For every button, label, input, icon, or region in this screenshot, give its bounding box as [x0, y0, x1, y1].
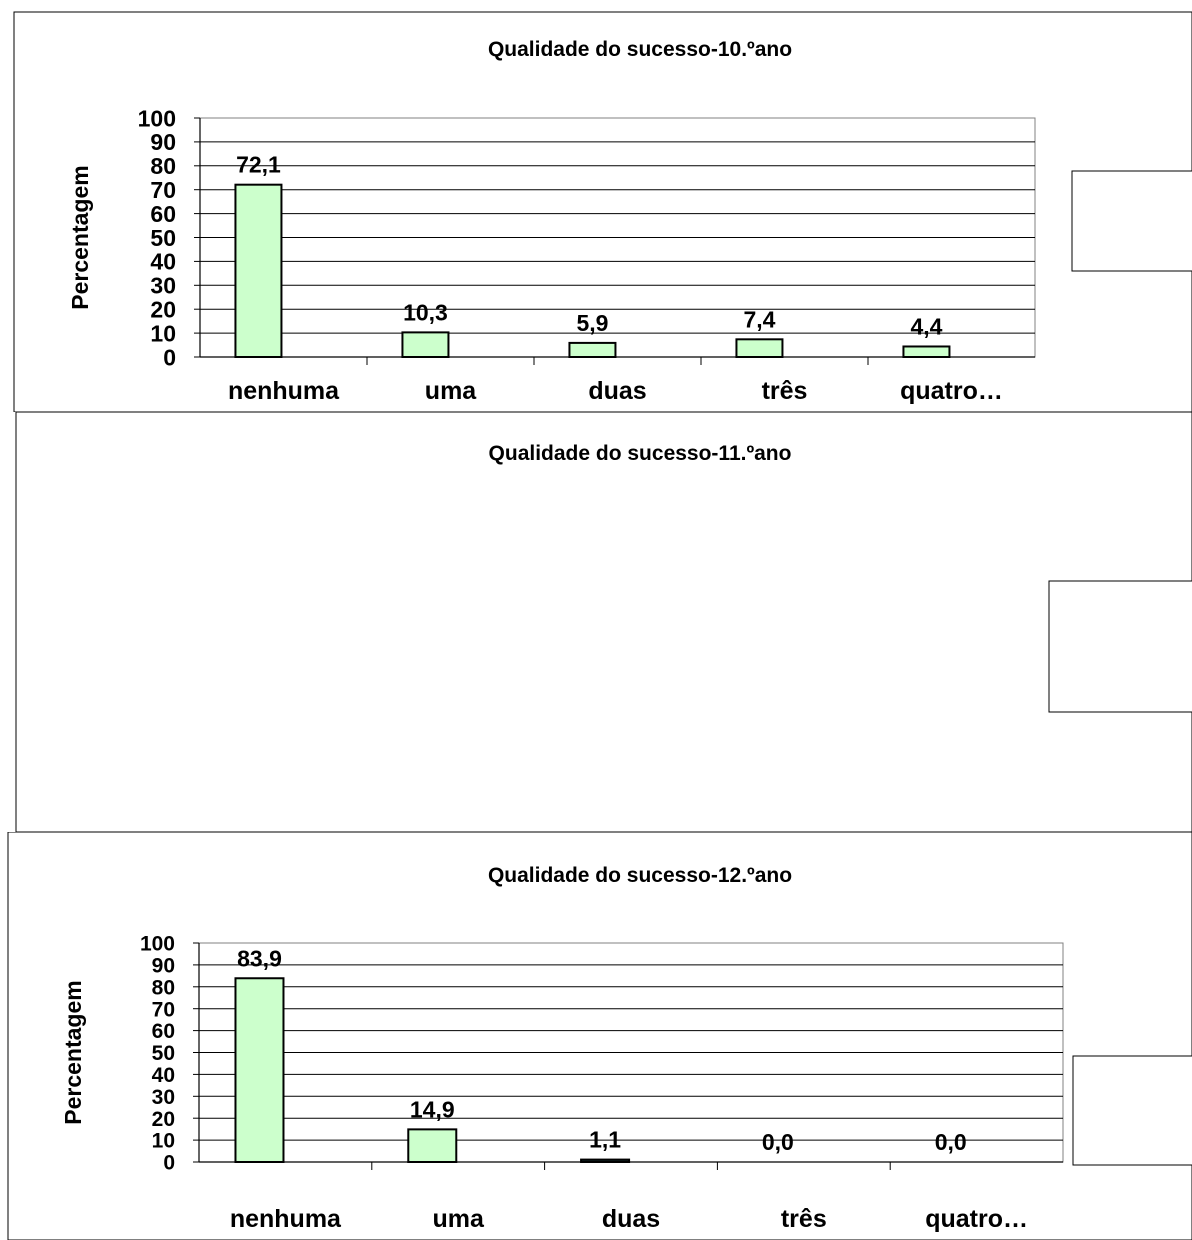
bar-3	[568, 341, 617, 358]
chart-title: Qualidade do sucesso-10.ºano	[488, 38, 792, 61]
data-label: 10,3	[403, 299, 448, 325]
data-label: 83,9	[237, 945, 282, 971]
y-tick-label: 100	[138, 105, 176, 131]
y-tick-label: 70	[150, 177, 176, 203]
bar-5	[902, 345, 951, 359]
panel-frame	[13, 11, 1192, 412]
category-label: nenhuma	[228, 377, 340, 405]
data-label: 0,0	[762, 1129, 794, 1155]
y-tick-label: 30	[150, 273, 176, 299]
y-tick-label: 100	[140, 933, 175, 956]
category-label: quatro…	[925, 1205, 1028, 1233]
y-tick-label: 80	[150, 153, 176, 179]
chart-12-ano: Qualidade do sucesso-12.ºano100908070605…	[7, 832, 1192, 1240]
data-label: 1,1	[589, 1127, 621, 1153]
data-label: 14,9	[410, 1096, 455, 1122]
y-tick-label: 10	[150, 320, 176, 346]
y-tick-label: 80	[152, 976, 175, 999]
legend-box	[1048, 580, 1192, 713]
y-tick-label: 10	[152, 1130, 175, 1153]
category-label: três	[781, 1205, 827, 1233]
data-label: 4,4	[910, 313, 942, 339]
bar-1	[234, 183, 283, 358]
y-tick-label: 20	[152, 1108, 175, 1131]
data-label: 0,0	[935, 1129, 967, 1155]
y-tick-label: 60	[152, 1020, 175, 1043]
category-label: uma	[425, 377, 478, 405]
data-label: 7,4	[743, 306, 775, 332]
y-tick-label: 50	[150, 225, 176, 251]
category-label: três	[762, 377, 808, 405]
bar-3	[580, 1158, 631, 1164]
y-tick-label: 60	[150, 201, 176, 227]
chart-10-ano: Qualidade do sucesso-10.ºano100908070605…	[13, 11, 1192, 412]
y-tick-label: 0	[163, 1152, 175, 1175]
chart-11-ano: Qualidade do sucesso-11.ºano100908070605…	[15, 412, 1192, 832]
legend-box	[1071, 170, 1192, 272]
y-tick-label: 20	[150, 296, 176, 322]
chart-title: Qualidade do sucesso-12.ºano	[488, 864, 792, 887]
data-label: 5,9	[576, 310, 608, 336]
category-label: uma	[432, 1205, 485, 1233]
panel-frame	[15, 412, 1192, 832]
y-tick-label: 30	[152, 1086, 175, 1109]
y-axis-label: Percentagem	[60, 980, 86, 1124]
y-tick-label: 90	[150, 129, 176, 155]
y-tick-label: 0	[163, 344, 176, 370]
category-label: nenhuma	[230, 1205, 342, 1233]
panel-frame	[7, 832, 1192, 1240]
bar-1	[234, 977, 285, 1163]
bar-2	[407, 1128, 458, 1163]
y-tick-label: 50	[152, 1042, 175, 1065]
y-tick-label: 40	[150, 249, 176, 275]
category-label: quatro…	[900, 377, 1003, 405]
category-label: duas	[588, 377, 646, 405]
data-label: 72,1	[236, 152, 281, 178]
y-tick-label: 90	[152, 954, 175, 977]
legend-box	[1072, 1055, 1192, 1166]
chart-title: Qualidade do sucesso-11.ºano	[489, 442, 792, 465]
bar-2	[401, 331, 450, 358]
bar-4	[735, 338, 784, 358]
y-tick-label: 40	[152, 1064, 175, 1087]
category-label: duas	[602, 1205, 660, 1233]
y-tick-label: 70	[152, 998, 175, 1021]
y-axis-label: Percentagem	[67, 165, 93, 309]
